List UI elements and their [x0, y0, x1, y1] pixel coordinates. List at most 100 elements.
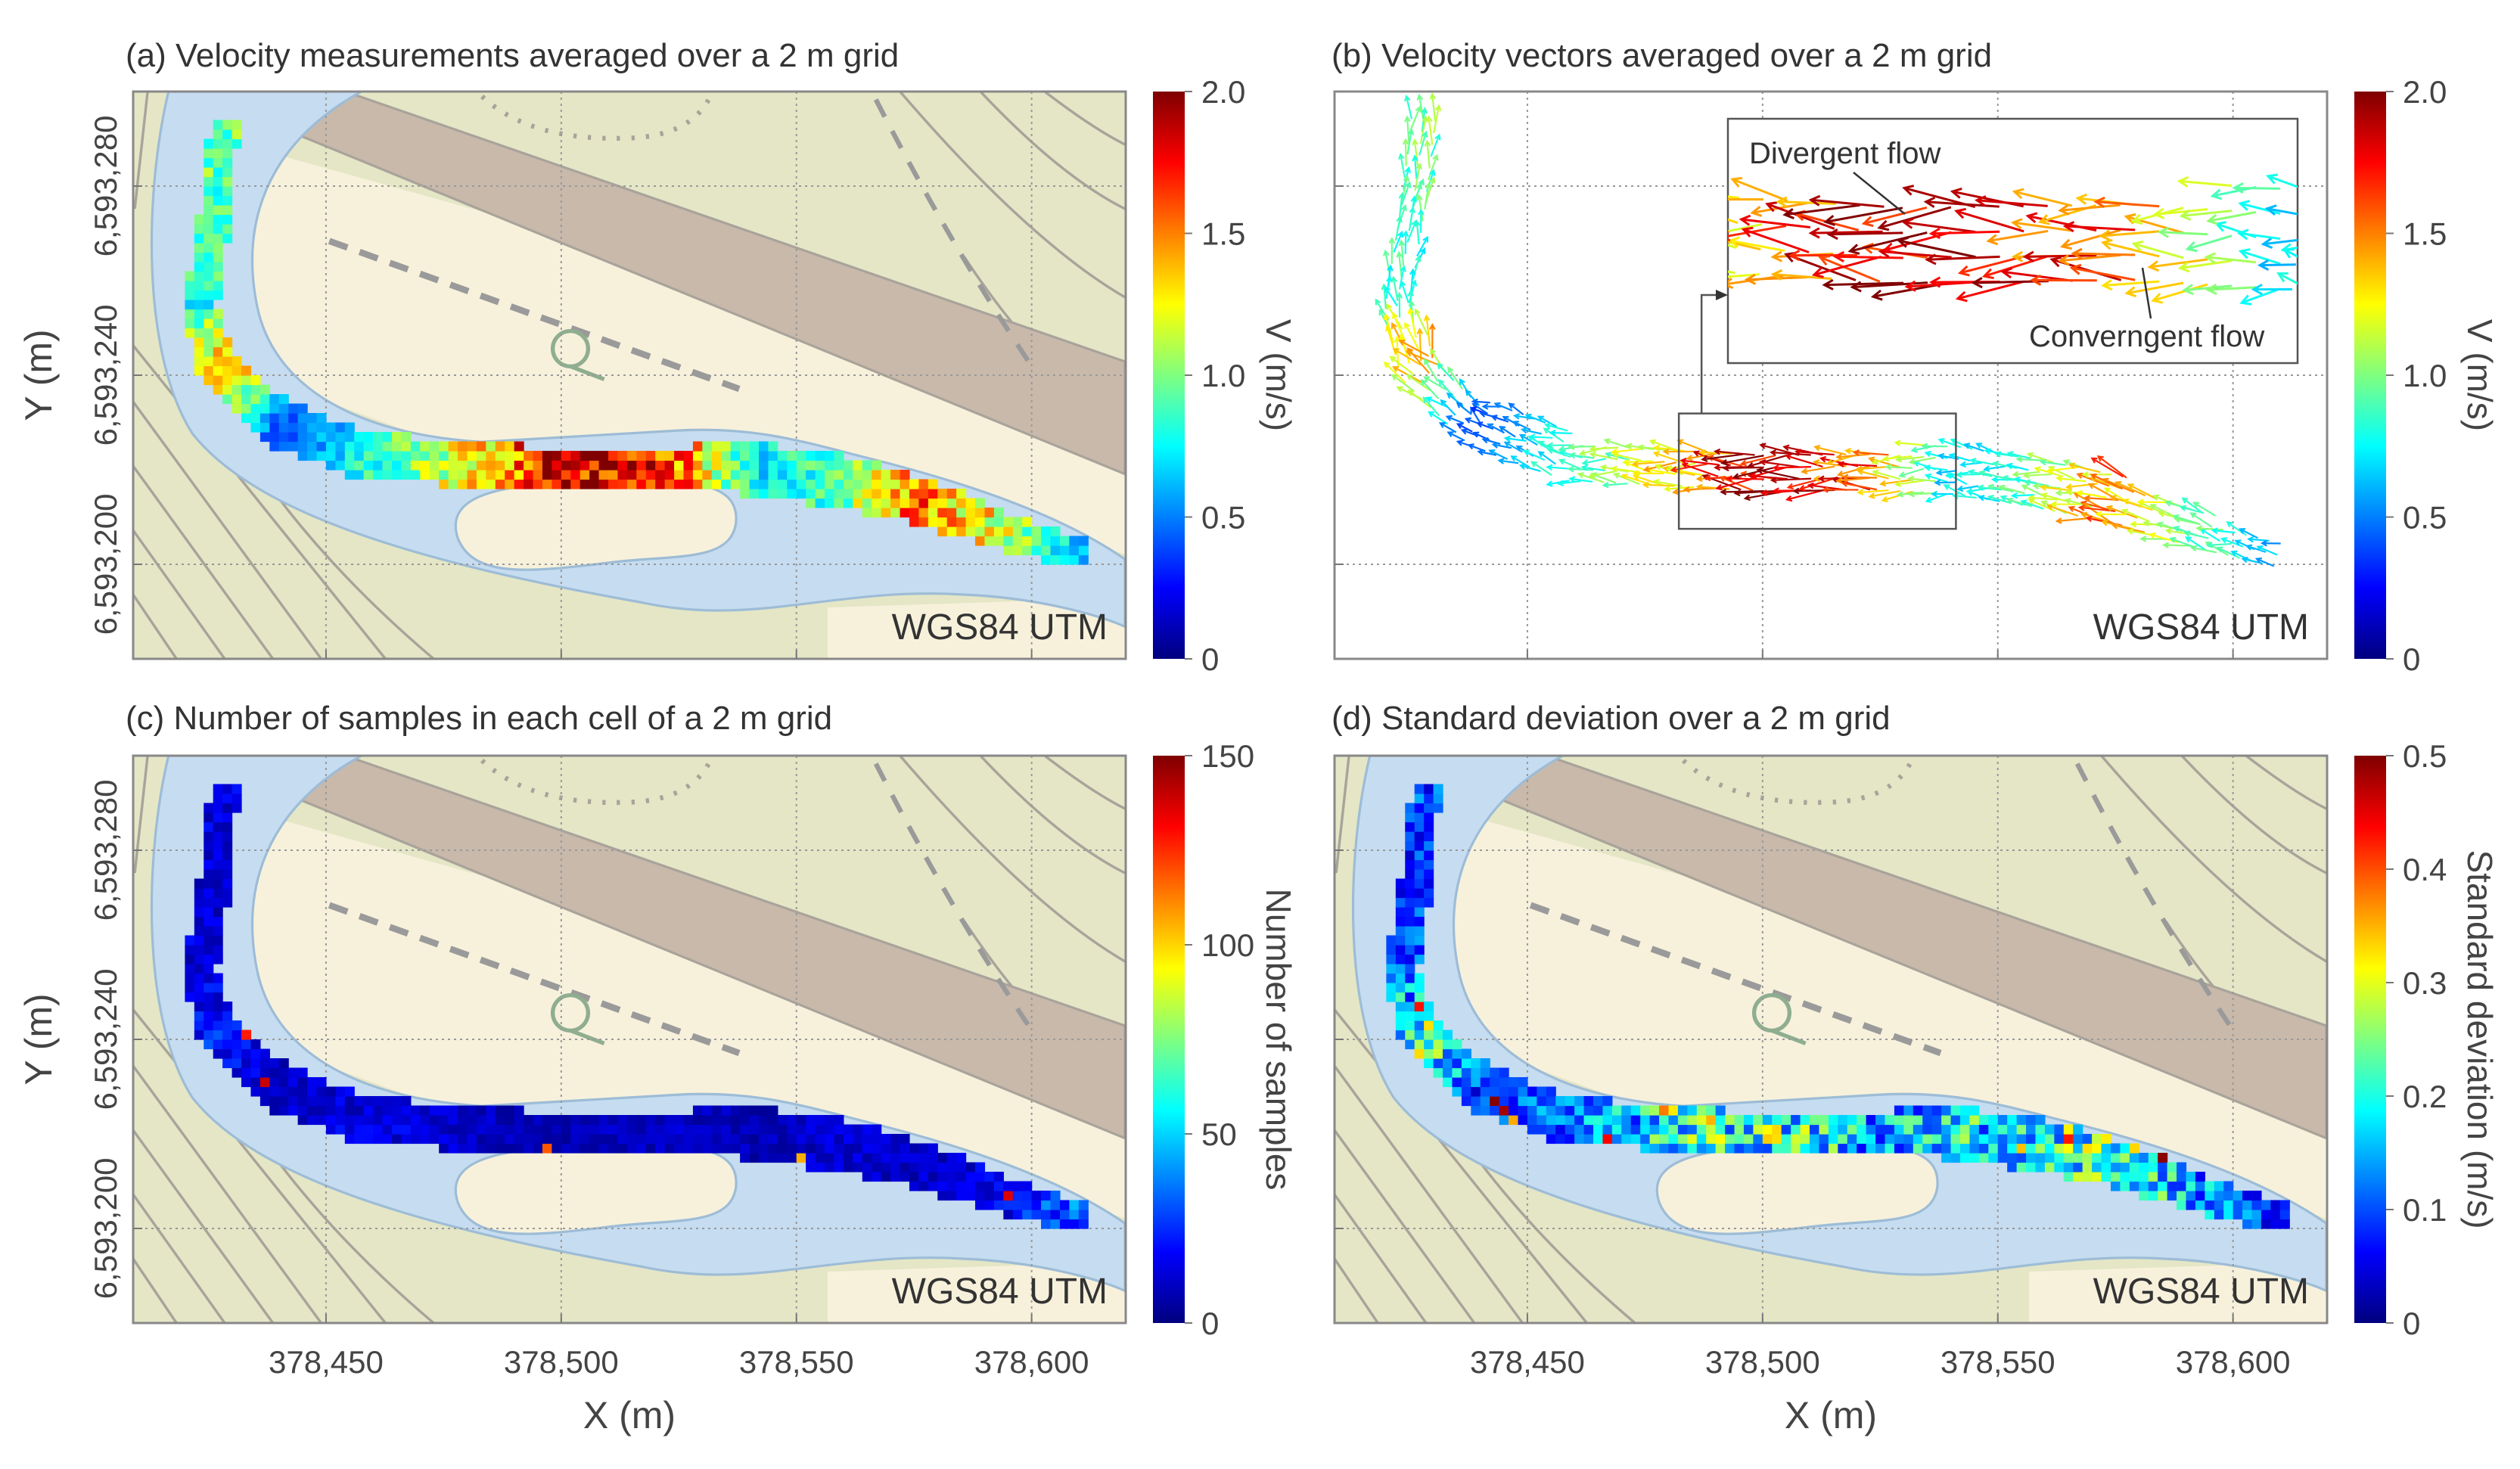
arrow-head — [2006, 462, 2013, 470]
heatmap-cell — [1941, 1143, 1952, 1154]
y-tick-label: 6,593,280 — [88, 116, 123, 257]
arrow-head — [2040, 492, 2048, 499]
heatmap-cell — [890, 498, 901, 508]
heatmap-cell — [1687, 1124, 1698, 1135]
heatmap-cell — [278, 422, 289, 433]
arrow-shaft — [1406, 374, 1431, 392]
heatmap-cell — [1490, 1067, 1500, 1078]
heatmap-cell — [1480, 1086, 1490, 1097]
velocity-arrow — [2090, 473, 2124, 490]
arrow-shaft — [2127, 281, 2184, 295]
arrow-shaft — [1757, 469, 1800, 480]
heatmap-cell — [768, 479, 778, 489]
arrow-shaft — [1785, 455, 1823, 467]
velocity-arrow — [1391, 374, 1415, 392]
heatmap-cell — [655, 1143, 666, 1154]
heatmap-cell — [749, 460, 760, 471]
heatmap-cell — [2082, 1162, 2093, 1172]
arrow-shaft — [2206, 256, 2257, 264]
arrow-shaft — [1526, 414, 1546, 424]
heatmap-cell — [185, 328, 195, 338]
heatmap-cell — [307, 451, 318, 461]
heatmap-cell — [204, 840, 214, 851]
heatmap-cell — [222, 129, 233, 140]
arrow-head — [2245, 544, 2253, 551]
velocity-arrow — [1383, 361, 1406, 384]
velocity-arrow — [1715, 477, 1754, 491]
heatmap-cell — [1988, 1134, 1999, 1144]
heatmap-cell — [965, 1162, 976, 1172]
arrow-head — [1546, 442, 1553, 449]
heatmap-cell — [222, 120, 233, 130]
heatmap-cell — [2158, 1153, 2168, 1163]
heatmap-cell — [1452, 1048, 1462, 1059]
heatmap-cell — [1866, 1134, 1876, 1144]
arrow-shaft — [2221, 538, 2244, 548]
heatmap-cell — [194, 346, 204, 357]
arrow-shaft — [1796, 450, 1835, 456]
heatmap-cell — [231, 120, 242, 130]
heatmap-cell — [382, 451, 393, 461]
heatmap-cell — [655, 479, 666, 489]
heatmap-cell — [768, 1134, 778, 1144]
heatmap-cell — [269, 1077, 280, 1088]
heatmap-cell — [288, 432, 299, 443]
arrow-shaft — [1984, 255, 2049, 278]
velocity-arrow — [1398, 191, 1406, 218]
heatmap-cell — [1031, 1191, 1042, 1201]
heatmap-cell — [1903, 1105, 1914, 1116]
arrow-shaft — [1842, 482, 1878, 491]
arrow-head — [1841, 474, 1849, 481]
arrow-head — [1434, 133, 1441, 141]
heatmap-cell — [204, 365, 214, 376]
heatmap-cell — [956, 1191, 967, 1201]
heatmap-cell — [890, 508, 901, 518]
heatmap-cell — [975, 1172, 986, 1182]
arrow-shaft — [1741, 454, 1776, 465]
heatmap-cell — [495, 1143, 505, 1154]
arrow-shaft — [1838, 463, 1877, 467]
arrow-shaft — [1405, 96, 1413, 120]
heatmap-cell — [325, 451, 336, 461]
heatmap-cell — [1687, 1105, 1698, 1116]
heatmap-cell — [1059, 1200, 1070, 1210]
arrow-head — [1715, 484, 1723, 491]
heatmap-cell — [1866, 1143, 1876, 1154]
velocity-arrow — [2012, 188, 2072, 207]
heatmap-cell — [335, 1124, 346, 1135]
heatmap-cell — [429, 460, 440, 471]
heatmap-cell — [806, 1162, 816, 1172]
heatmap-cell — [316, 413, 327, 424]
velocity-arrow — [2192, 502, 2216, 517]
velocity-arrow — [2266, 173, 2298, 188]
velocity-arrow — [2189, 545, 2217, 554]
arrow-shaft — [1741, 218, 1811, 228]
y-axis-label-a: Y (m) — [17, 329, 60, 421]
arrow-shaft — [1723, 466, 1764, 470]
heatmap-cell — [1659, 1143, 1670, 1154]
arrow-head — [1957, 265, 1970, 277]
heatmap-cell — [241, 1058, 252, 1069]
heatmap-cell — [1583, 1115, 1594, 1126]
arrow-head — [2069, 263, 2082, 275]
arrow-shaft — [1819, 477, 1859, 480]
arrow-shaft — [1421, 379, 1440, 399]
heatmap-cell — [401, 460, 412, 471]
heatmap-cell — [222, 186, 233, 197]
heatmap-cell — [975, 498, 986, 508]
arrow-shaft — [1383, 284, 1387, 309]
heatmap-cell — [373, 1096, 384, 1107]
heatmap-cell — [204, 869, 214, 880]
arrow-head — [1835, 477, 1843, 484]
velocity-arrow — [2071, 247, 2136, 259]
velocity-arrow — [2157, 226, 2208, 238]
heatmap-cell — [1059, 1219, 1070, 1229]
heatmap-cell — [787, 460, 797, 471]
heatmap-cell — [825, 1134, 835, 1144]
arrow-head — [1620, 474, 1628, 480]
heatmap-cell — [928, 508, 938, 518]
arrow-head — [1422, 130, 1428, 138]
velocity-arrow — [1894, 439, 1925, 446]
heatmap-cell — [1041, 554, 1052, 565]
heatmap-cell — [1386, 983, 1397, 993]
